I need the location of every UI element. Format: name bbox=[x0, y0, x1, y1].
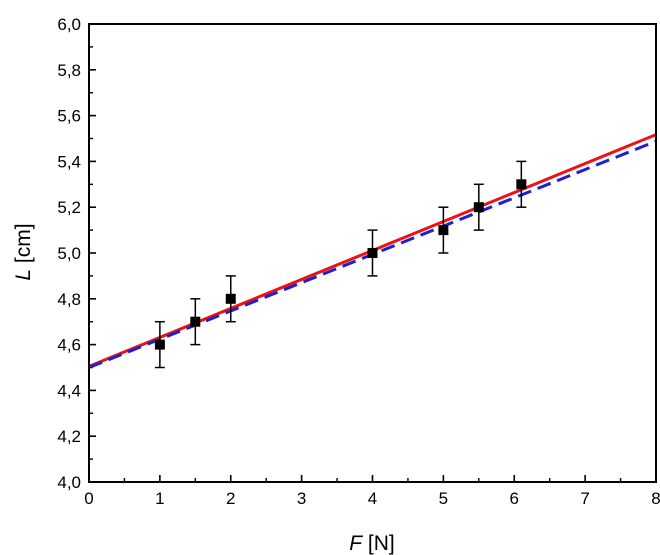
data-point-marker bbox=[225, 293, 236, 304]
x-tick-label: 1 bbox=[155, 489, 164, 508]
x-tick-label: 3 bbox=[297, 489, 306, 508]
plot-frame bbox=[88, 23, 657, 483]
y-tick-label: 6,0 bbox=[57, 15, 81, 34]
data-point-marker bbox=[154, 339, 165, 350]
data-point-marker bbox=[473, 202, 484, 213]
y-tick-label: 5,8 bbox=[57, 61, 81, 80]
y-axis-ticks: 4,0 4,2 4,4 4,6 4,8 5,0 5,2 5,4 5,6 5,8 6,0 bbox=[57, 15, 96, 492]
x-axis-title: F [N] bbox=[349, 532, 395, 555]
y-tick-label: 5,4 bbox=[57, 152, 81, 171]
y-axis-title: L [cm] bbox=[12, 223, 35, 280]
y-tick-label: 4,4 bbox=[57, 381, 81, 400]
y-axis-unit: [cm] bbox=[12, 223, 35, 263]
y-tick-label: 4,0 bbox=[57, 473, 81, 492]
x-axis-symbol: F bbox=[349, 532, 363, 555]
data-points bbox=[154, 160, 527, 369]
x-tick-label: 6 bbox=[510, 489, 519, 508]
x-tick-label: 0 bbox=[84, 489, 93, 508]
x-tick-label: 4 bbox=[368, 489, 377, 508]
data-point-marker bbox=[516, 179, 527, 190]
y-tick-label: 4,8 bbox=[57, 290, 81, 309]
y-tick-label: 5,6 bbox=[57, 107, 81, 126]
data-point-marker bbox=[190, 316, 201, 327]
y-tick-label: 4,2 bbox=[57, 427, 81, 446]
x-tick-label: 2 bbox=[226, 489, 235, 508]
data-point-marker bbox=[438, 225, 449, 236]
data-point-marker bbox=[367, 248, 378, 258]
x-axis-unit: [N] bbox=[368, 532, 395, 555]
y-tick-label: 5,2 bbox=[57, 198, 81, 217]
y-tick-label: 4,6 bbox=[57, 336, 81, 355]
x-tick-label: 7 bbox=[580, 489, 589, 508]
y-axis-symbol: L bbox=[12, 269, 35, 281]
x-tick-label: 5 bbox=[439, 489, 448, 508]
x-tick-label: 8 bbox=[651, 489, 660, 508]
y-tick-label: 5,0 bbox=[57, 244, 81, 263]
x-axis-ticks: 0 1 2 3 4 5 6 7 8 bbox=[84, 475, 660, 508]
